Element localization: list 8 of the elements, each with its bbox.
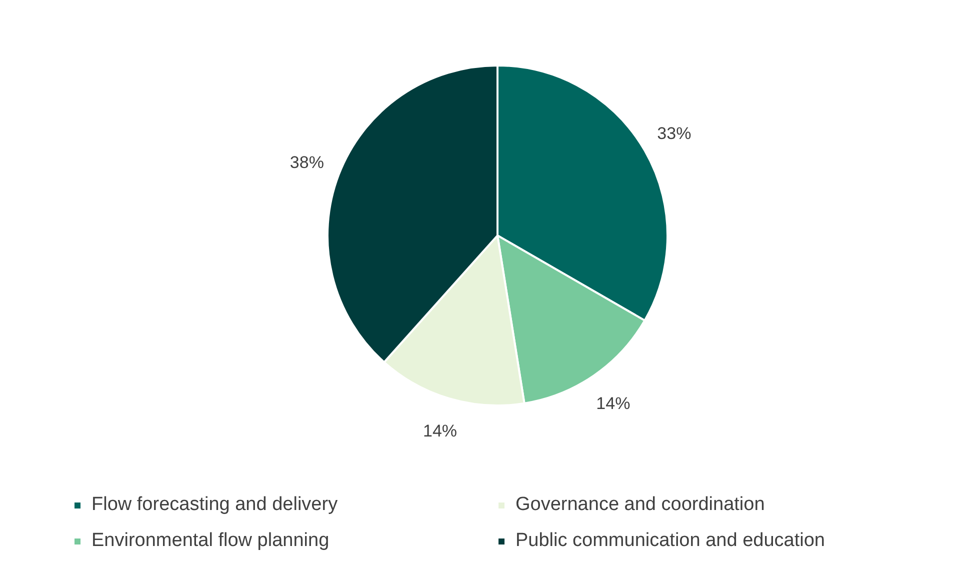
legend-label: Public communication and education	[516, 530, 826, 552]
data-label: 14%	[423, 422, 458, 441]
legend-label: Governance and coordination	[516, 494, 766, 516]
legend-label: Environmental flow planning	[92, 530, 330, 552]
data-label: 38%	[290, 153, 324, 172]
data-label: 14%	[596, 394, 630, 414]
legend-label: Flow forecasting and delivery	[92, 494, 339, 516]
data-label: 33%	[657, 124, 692, 143]
